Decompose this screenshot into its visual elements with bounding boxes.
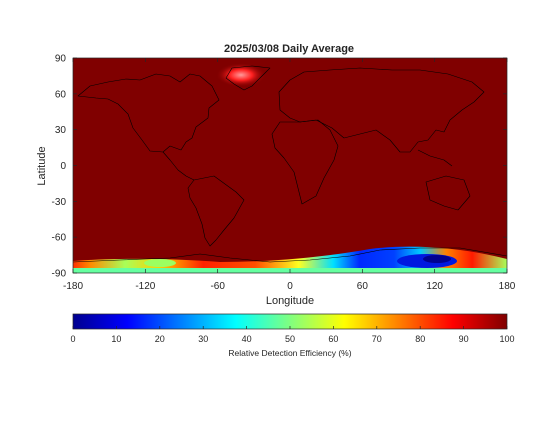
colorbar-label: Relative Detection Efficiency (%)	[228, 348, 351, 358]
y-tick-label: 30	[55, 125, 67, 136]
coast-australia	[425, 175, 471, 211]
map-area	[73, 58, 507, 273]
x-tick-label: 180	[499, 281, 516, 292]
coastlines	[73, 65, 507, 263]
x-tick-label: 60	[357, 281, 369, 292]
colorbar-tick-label: 70	[372, 334, 382, 344]
x-axis-label: Longitude	[266, 295, 314, 307]
coast-antarctica	[73, 247, 507, 263]
antarctic-west-patch	[144, 259, 176, 267]
y-tick-label: 60	[55, 89, 67, 100]
colorbar-tick-label: 50	[285, 334, 295, 344]
x-tick-label: -180	[63, 281, 83, 292]
y-axis: -90 -60 -30 0 30 60 90	[52, 54, 507, 280]
colorbar-tick-label: 0	[70, 334, 75, 344]
x-tick-label: -120	[135, 281, 155, 292]
antarctic-low-band	[73, 246, 507, 273]
y-axis-label: Latitude	[36, 146, 48, 185]
x-tick-label: -60	[210, 281, 225, 292]
coast-islands-se-asia	[417, 149, 453, 167]
x-tick-label: 0	[287, 281, 293, 292]
x-axis: -180 -120 -60 0 60 120 180	[63, 58, 516, 292]
colorbar-tick-label: 60	[328, 334, 338, 344]
y-tick-label: -60	[52, 233, 67, 244]
y-tick-label: 0	[60, 161, 66, 172]
greenland-hotspot	[216, 63, 266, 87]
colorbar-tick-label: 30	[198, 334, 208, 344]
colorbar-ticks: 0 10 20 30 40 50 60 70 80 90 100	[70, 326, 515, 344]
coast-africa	[271, 119, 339, 205]
map-background	[73, 58, 507, 273]
y-tick-label: 90	[55, 54, 67, 65]
x-tick-label: 120	[426, 281, 443, 292]
colorbar-tick-label: 20	[155, 334, 165, 344]
y-tick-label: -90	[52, 269, 67, 280]
chart-title: 2025/03/08 Daily Average	[224, 43, 354, 55]
coast-south-america	[187, 175, 245, 247]
y-tick-label: -30	[52, 197, 67, 208]
coast-greenland	[225, 65, 271, 91]
colorbar-tick-label: 40	[242, 334, 252, 344]
coast-north-america	[77, 73, 220, 153]
antarctic-east-plateau-core	[423, 255, 451, 263]
colorbar-tick-label: 100	[499, 334, 514, 344]
colorbar-tick-label: 90	[459, 334, 469, 344]
colorbar-tick-label: 80	[415, 334, 425, 344]
coast-central-america	[162, 151, 195, 181]
colorbar-tick-label: 10	[111, 334, 121, 344]
coast-europe-asia	[278, 67, 485, 153]
